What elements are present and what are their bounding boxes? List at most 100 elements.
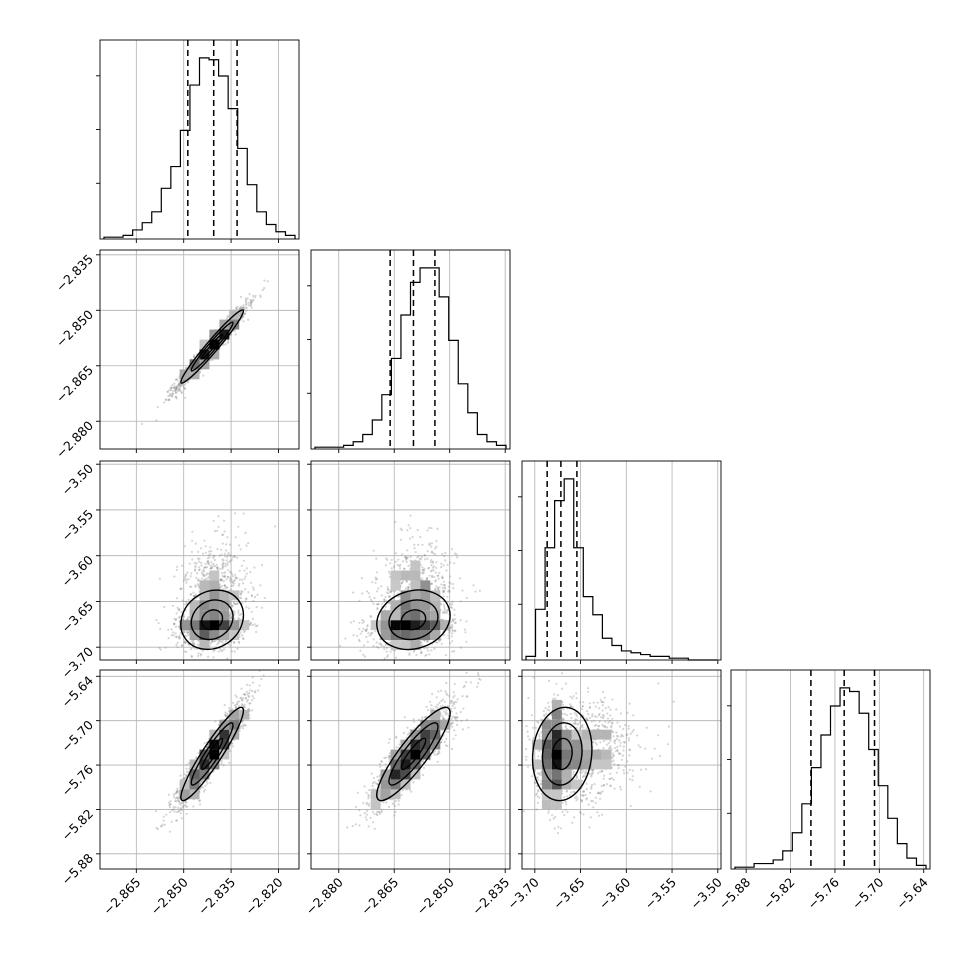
sample-point <box>175 377 178 381</box>
sample-point <box>192 355 195 358</box>
sample-point <box>375 641 378 644</box>
sample-point <box>235 307 238 310</box>
y-tick-label: −3.60 <box>58 552 96 590</box>
sample-point <box>233 611 236 614</box>
sample-point <box>448 631 451 634</box>
sample-point <box>233 650 236 653</box>
sample-point <box>374 630 377 633</box>
sample-point <box>178 634 181 637</box>
sample-point <box>448 590 451 593</box>
sample-point <box>203 574 206 577</box>
sample-point <box>210 566 213 569</box>
sample-point <box>224 640 227 643</box>
sample-point <box>360 577 363 580</box>
sample-point <box>388 595 391 598</box>
sample-point <box>465 640 468 643</box>
sample-point <box>185 581 188 584</box>
sample-point <box>441 611 444 614</box>
sample-point <box>430 569 433 572</box>
sample-point <box>180 384 184 387</box>
sample-point <box>209 781 212 785</box>
sample-point <box>216 529 219 532</box>
sample-point <box>414 551 417 554</box>
histogram-step <box>314 267 507 449</box>
sample-point <box>228 576 232 579</box>
sample-point <box>426 640 429 643</box>
sample-point <box>236 305 239 308</box>
sample-point <box>217 525 220 529</box>
histogram-step <box>525 478 718 661</box>
sample-point <box>371 600 374 603</box>
sample-point <box>223 648 226 651</box>
sample-point <box>244 597 248 600</box>
sample-point <box>367 592 370 595</box>
sample-point <box>209 546 212 549</box>
sample-point <box>344 637 347 640</box>
sample-point <box>424 558 427 561</box>
sample-point <box>140 422 144 425</box>
sample-point <box>202 374 205 377</box>
sample-point <box>226 315 229 318</box>
sample-point <box>187 381 190 384</box>
sample-point <box>222 533 225 536</box>
sample-point <box>240 564 243 567</box>
sample-point <box>177 384 180 387</box>
sample-point <box>373 596 376 600</box>
density-cell <box>410 570 421 581</box>
sample-point <box>377 602 380 606</box>
density-cell <box>430 610 441 621</box>
sample-point <box>380 585 383 588</box>
sample-point <box>221 542 224 545</box>
panel-frame <box>310 249 511 450</box>
sample-point <box>189 593 192 596</box>
sample-point <box>197 560 201 563</box>
sample-point <box>453 552 457 555</box>
sample-point <box>242 559 245 562</box>
sample-point <box>238 578 241 581</box>
sample-point <box>226 555 229 559</box>
sample-point <box>397 595 400 598</box>
sample-point <box>183 545 186 548</box>
sample-point <box>420 555 423 559</box>
sample-point <box>451 548 454 551</box>
sample-point <box>230 604 233 607</box>
sample-point <box>182 379 185 382</box>
sample-point <box>194 568 197 571</box>
sample-point <box>435 566 438 570</box>
sample-point <box>244 531 247 535</box>
sample-point <box>436 574 439 577</box>
sample-point <box>242 306 245 310</box>
sample-point <box>233 640 236 644</box>
sample-point <box>157 622 160 625</box>
sample-point <box>399 538 402 541</box>
panel-frame <box>99 39 300 240</box>
sample-point <box>240 613 243 616</box>
sample-point <box>242 320 245 323</box>
sample-point <box>220 649 223 652</box>
sample-point <box>444 551 447 555</box>
sample-point <box>177 636 180 639</box>
sample-point <box>234 579 237 582</box>
sample-point <box>186 571 189 574</box>
x-tick-label: −5.76 <box>804 874 842 912</box>
sample-point <box>362 627 365 630</box>
density-cell <box>370 620 381 631</box>
sample-point <box>407 564 410 568</box>
x-tick-label: −5.88 <box>716 874 754 912</box>
sample-point <box>184 603 187 606</box>
sample-point <box>181 379 184 382</box>
sample-point <box>238 583 241 586</box>
sample-point <box>419 535 422 539</box>
sample-point <box>174 387 178 390</box>
sample-point <box>193 561 196 565</box>
sample-point <box>263 279 266 282</box>
sample-point <box>244 588 247 591</box>
sample-point <box>188 562 191 565</box>
sample-point <box>234 573 237 576</box>
sample-point <box>182 379 185 382</box>
sample-point <box>180 817 183 820</box>
sample-point <box>172 631 175 634</box>
sample-point <box>171 395 174 398</box>
sample-point <box>263 596 266 600</box>
sample-point <box>443 605 446 609</box>
